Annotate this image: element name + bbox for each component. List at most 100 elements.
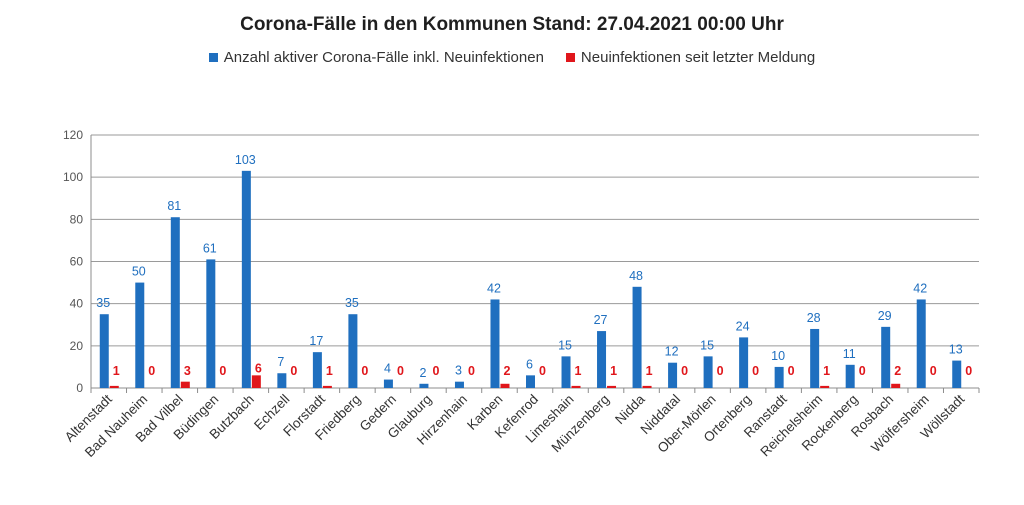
data-label-active: 3 <box>455 364 462 378</box>
bar-active <box>170 217 180 388</box>
bar-active <box>526 375 535 388</box>
data-label-new: 0 <box>539 364 546 378</box>
data-label-active: 50 <box>132 265 146 279</box>
bar-active <box>348 314 358 388</box>
bar-new <box>500 383 510 388</box>
data-label-new: 0 <box>290 364 297 378</box>
bar-active <box>916 299 926 388</box>
data-label-new: 1 <box>610 364 617 378</box>
data-label-new: 0 <box>930 364 937 378</box>
bar-new <box>571 385 581 388</box>
data-label-new: 0 <box>397 364 404 378</box>
bar-active <box>241 170 251 388</box>
bar-new <box>109 385 119 388</box>
data-label-active: 81 <box>167 199 181 213</box>
data-label-new: 3 <box>184 364 191 378</box>
bar-active <box>135 282 145 388</box>
data-label-new: 0 <box>468 364 475 378</box>
data-label-new: 0 <box>681 364 688 378</box>
data-label-active: 35 <box>96 296 110 310</box>
data-label-new: 0 <box>752 364 759 378</box>
data-label-active: 6 <box>526 357 533 371</box>
data-label-new: 0 <box>859 364 866 378</box>
data-label-new: 0 <box>717 364 724 378</box>
data-label-new: 0 <box>361 364 368 378</box>
y-tick-label: 40 <box>70 297 84 311</box>
bar-active <box>277 373 287 388</box>
data-label-active: 4 <box>384 362 391 376</box>
bar-active <box>312 352 322 388</box>
bar-active <box>774 366 784 388</box>
bar-active <box>810 328 820 388</box>
legend: Anzahl aktiver Corona-Fälle inkl. Neuinf… <box>0 49 1024 66</box>
data-label-active: 42 <box>487 281 501 295</box>
bar-active <box>597 331 607 388</box>
bar-active <box>490 299 500 388</box>
data-label-active: 13 <box>949 343 963 357</box>
bar-new <box>891 383 901 388</box>
y-tick-label: 80 <box>70 212 84 226</box>
bar-active <box>703 356 713 388</box>
legend-label-active: Anzahl aktiver Corona-Fälle inkl. Neuinf… <box>223 49 544 66</box>
data-label-active: 12 <box>665 345 679 359</box>
data-label-active: 2 <box>419 366 426 380</box>
bar-active <box>952 360 962 388</box>
data-label-new: 1 <box>575 364 582 378</box>
data-label-new: 1 <box>823 364 830 378</box>
bar-active <box>454 381 464 388</box>
data-label-active: 15 <box>700 338 714 352</box>
data-label-active: 11 <box>843 347 856 361</box>
bar-new <box>607 385 617 388</box>
bar-new <box>820 385 830 388</box>
data-label-active: 7 <box>277 355 284 369</box>
bar-active <box>383 379 393 388</box>
bar-active <box>739 337 749 388</box>
data-label-new: 1 <box>326 364 333 378</box>
y-tick-label: 20 <box>70 339 84 353</box>
data-label-active: 10 <box>771 349 785 363</box>
y-tick-label: 120 <box>63 128 83 142</box>
legend-label-new: Neuinfektionen seit letzter Meldung <box>580 49 816 66</box>
bar-new <box>322 385 332 388</box>
bar-active <box>632 286 642 388</box>
data-label-active: 15 <box>558 338 572 352</box>
data-label-new: 0 <box>788 364 795 378</box>
bar-new <box>642 385 652 388</box>
data-label-active: 35 <box>345 296 359 310</box>
data-label-active: 103 <box>235 153 256 167</box>
bar-active <box>99 314 109 388</box>
bar-active <box>206 259 216 388</box>
data-label-new: 1 <box>646 364 653 378</box>
data-label-active: 42 <box>913 281 927 295</box>
bar-new <box>251 375 261 388</box>
data-label-new: 1 <box>113 364 120 378</box>
data-label-new: 0 <box>148 364 155 378</box>
bar-active <box>881 326 891 388</box>
data-label-new: 0 <box>965 364 972 378</box>
bar-new <box>180 381 190 388</box>
y-tick-label: 0 <box>76 381 83 395</box>
data-label-new: 6 <box>255 361 262 375</box>
data-label-new: 0 <box>432 364 439 378</box>
legend-item-active: Anzahl aktiver Corona-Fälle inkl. Neuinf… <box>208 49 544 66</box>
y-tick-label: 60 <box>70 255 84 269</box>
data-label-new: 2 <box>894 364 901 378</box>
data-label-active: 27 <box>594 313 608 327</box>
y-tick-label: 100 <box>63 170 83 184</box>
data-label-active: 61 <box>203 241 217 255</box>
data-label-new: 2 <box>504 364 511 378</box>
legend-swatch-active <box>208 53 218 62</box>
data-label-new: 0 <box>219 364 226 378</box>
data-label-active: 17 <box>309 334 323 348</box>
bar-active <box>845 364 855 388</box>
chart-title: Corona-Fälle in den Kommunen Stand: 27.0… <box>240 14 784 35</box>
bar-active <box>561 356 571 388</box>
data-label-active: 29 <box>878 309 892 323</box>
legend-swatch-new <box>565 53 575 62</box>
data-label-active: 48 <box>629 269 643 283</box>
bar-active <box>419 383 429 388</box>
legend-item-new: Neuinfektionen seit letzter Meldung <box>565 49 816 66</box>
bar-active <box>668 362 678 388</box>
